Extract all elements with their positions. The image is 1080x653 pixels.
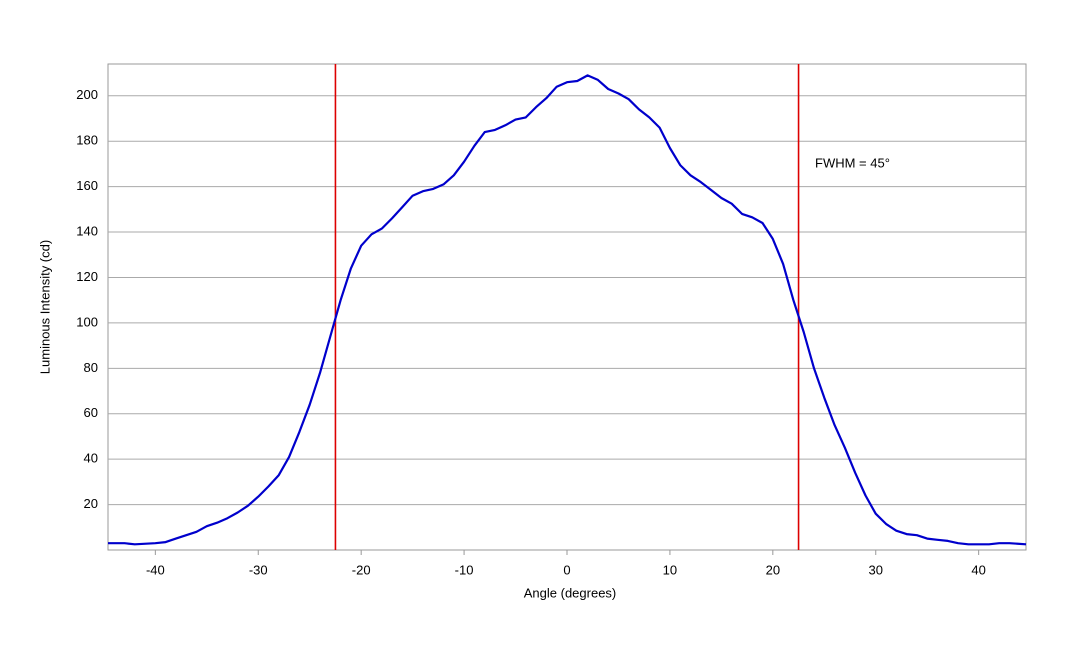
y-tick-label: 180 [76, 133, 98, 148]
x-tick-label: 40 [971, 562, 985, 577]
x-tick-label: -40 [146, 562, 165, 577]
y-tick-label: 20 [84, 496, 98, 511]
y-tick-label: 200 [76, 87, 98, 102]
x-tick-label: -30 [249, 562, 268, 577]
y-tick-label: 160 [76, 178, 98, 193]
y-tick-label: 140 [76, 223, 98, 238]
plot-frame [107, 63, 1027, 551]
x-axis-label: Angle (degrees) [524, 585, 617, 600]
x-tick-label: 30 [869, 562, 883, 577]
y-tick-label: 100 [76, 314, 98, 329]
data-line [108, 74, 1027, 546]
x-tick-label: 20 [766, 562, 780, 577]
y-tick-label: 120 [76, 269, 98, 284]
y-tick-label: 80 [84, 360, 98, 375]
x-tick-label: 0 [563, 562, 570, 577]
annotation: FWHM = 45° [815, 155, 890, 170]
y-tick-label: 60 [84, 405, 98, 420]
x-tick-label: -20 [352, 562, 371, 577]
x-tick-label: 10 [663, 562, 677, 577]
y-tick-label: 40 [84, 451, 98, 466]
x-tick-label: -10 [455, 562, 474, 577]
y-axis-label: Luminous Intensity (cd) [37, 240, 52, 374]
